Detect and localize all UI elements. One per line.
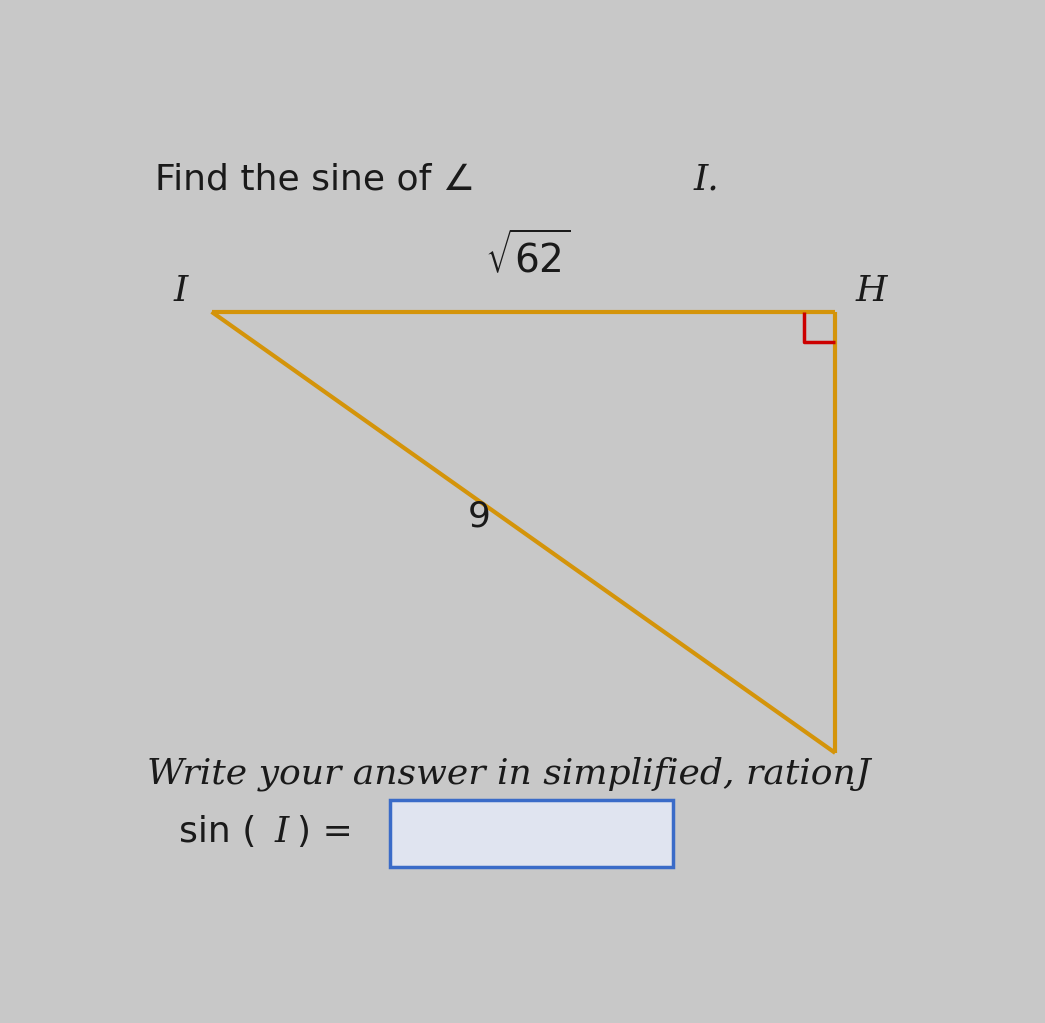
Text: H: H bbox=[856, 274, 887, 308]
Text: I: I bbox=[173, 274, 187, 308]
Text: Write your answer in simplified, ration: Write your answer in simplified, ration bbox=[146, 757, 856, 792]
Text: ) =: ) = bbox=[297, 814, 352, 849]
Text: $\sqrt{62}$: $\sqrt{62}$ bbox=[485, 231, 571, 280]
FancyBboxPatch shape bbox=[390, 800, 673, 868]
Text: I: I bbox=[275, 814, 289, 849]
Text: I.: I. bbox=[694, 163, 719, 196]
Text: J: J bbox=[856, 757, 870, 791]
Text: 9: 9 bbox=[467, 499, 490, 534]
Text: sin (: sin ( bbox=[180, 814, 257, 849]
Text: Find the sine of ∠: Find the sine of ∠ bbox=[155, 163, 475, 196]
